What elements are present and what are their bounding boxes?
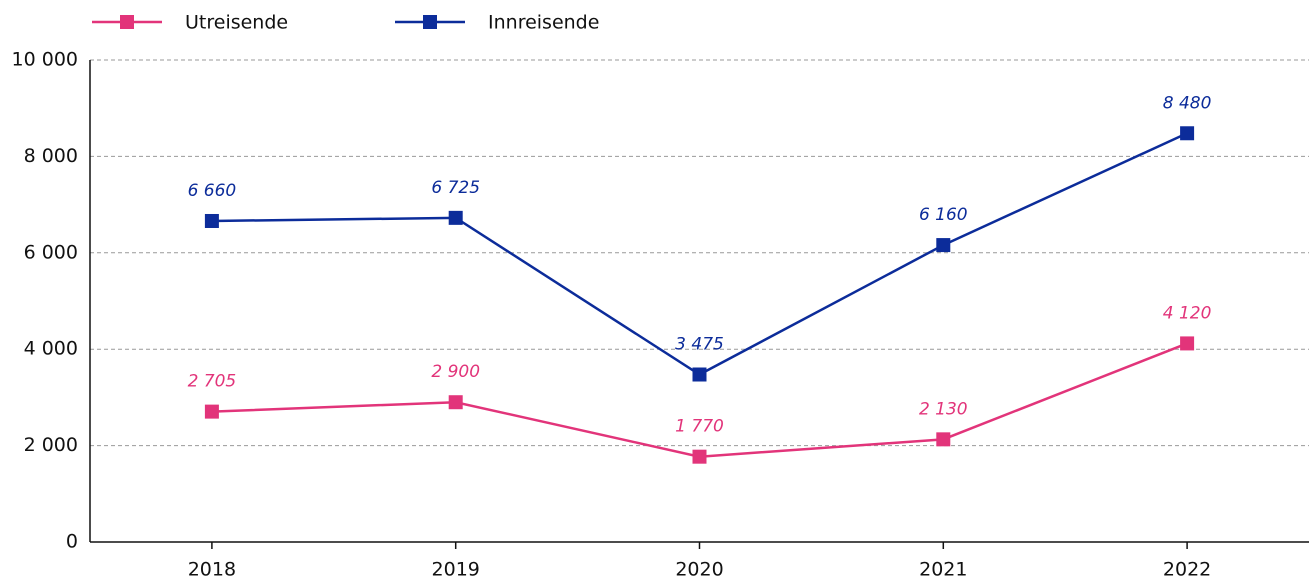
legend-label: Utreisende	[185, 12, 288, 34]
data-label: 2 130	[919, 399, 968, 419]
point-marker	[692, 367, 707, 382]
x-tick-label: 2021	[919, 559, 967, 580]
x-tick-label: 2019	[432, 559, 480, 580]
data-label: 8 480	[1163, 93, 1212, 113]
point-marker	[204, 404, 219, 419]
y-tick-label: 8 000	[24, 145, 78, 167]
point-marker	[936, 238, 951, 253]
y-tick-label: 2 000	[24, 434, 78, 456]
point-marker	[692, 449, 707, 464]
y-tick-label: 0	[66, 531, 78, 553]
point-marker	[448, 395, 463, 410]
legend-marker	[423, 15, 437, 29]
point-marker	[448, 210, 463, 225]
data-label: 6 160	[919, 205, 968, 225]
series-line	[211, 342, 1188, 458]
legend-marker	[120, 15, 134, 29]
y-tick-label: 10 000	[12, 49, 78, 71]
data-label: 2 900	[431, 362, 480, 382]
x-tick-label: 2022	[1163, 559, 1211, 580]
data-label: 1 770	[675, 417, 724, 437]
data-label: 6 725	[431, 178, 480, 198]
data-label: 4 120	[1163, 303, 1212, 323]
legend-label: Innreisende	[488, 12, 599, 34]
data-label: 6 660	[188, 181, 237, 201]
point-marker	[1180, 126, 1195, 141]
data-label: 2 705	[188, 372, 237, 392]
y-tick-label: 4 000	[24, 338, 78, 360]
point-marker	[936, 432, 951, 447]
y-tick-label: 6 000	[24, 241, 78, 263]
x-tick-label: 2020	[675, 559, 723, 580]
x-tick-label: 2018	[188, 559, 236, 580]
point-marker	[1180, 336, 1195, 351]
data-label: 3 475	[675, 335, 724, 355]
point-marker	[204, 213, 219, 228]
